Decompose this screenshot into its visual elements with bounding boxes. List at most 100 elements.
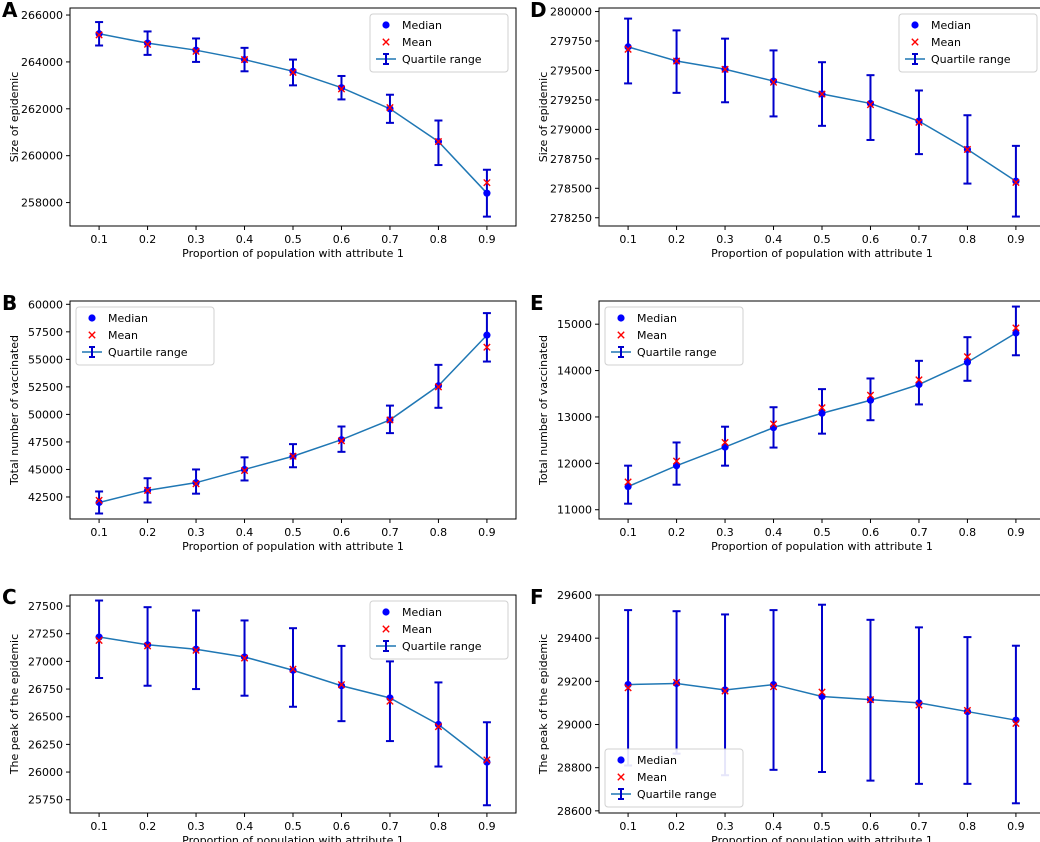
legend-mean-marker: [88, 331, 96, 339]
panel-letter: A: [2, 0, 18, 22]
legend-mean-label: Mean: [931, 36, 961, 49]
y-tick-label: 29600: [557, 589, 592, 602]
median-point: [337, 682, 346, 690]
mean-point: [769, 78, 778, 86]
legend-median-marker: [88, 314, 96, 322]
mean-point: [818, 403, 826, 412]
y-tick-label: 27500: [28, 600, 63, 613]
x-tick-label: 0.7: [910, 233, 928, 246]
median-point: [289, 67, 297, 75]
x-tick-label: 0.7: [910, 820, 928, 833]
x-tick-label: 0.6: [862, 820, 880, 833]
legend-quartile-label: Quartile range: [637, 346, 717, 359]
legend-mean-label: Mean: [637, 329, 667, 342]
y-tick-label: 260000: [21, 150, 63, 163]
x-tick-label: 0.8: [430, 233, 448, 246]
x-tick-label: 0.3: [716, 820, 734, 833]
median-point: [192, 645, 200, 653]
x-tick-label: 0.2: [668, 233, 686, 246]
mean-point: [95, 496, 103, 504]
legend-median-marker: [617, 314, 625, 322]
legend-quartile-label: Quartile range: [402, 53, 482, 66]
x-tick-label: 0.8: [959, 820, 977, 833]
x-tick-label: 0.5: [284, 526, 302, 539]
x-tick-label: 0.9: [1007, 820, 1025, 833]
x-tick-label: 0.3: [187, 526, 205, 539]
y-tick-label: 45000: [28, 463, 63, 476]
x-tick-label: 0.5: [284, 820, 302, 833]
y-tick-label: 25750: [28, 794, 63, 807]
legend-median-label: Median: [637, 754, 677, 767]
median-point: [143, 641, 152, 649]
x-tick-label: 0.3: [187, 820, 205, 833]
legend: Median Mean Quartile range: [604, 748, 744, 808]
legend: Median Mean Quartile range: [898, 13, 1038, 73]
y-tick-label: 57500: [28, 326, 63, 339]
mean-point: [337, 680, 346, 689]
y-tick-label: 52500: [28, 381, 63, 394]
median-point: [1012, 329, 1020, 337]
panel-f: F 0.1 0.2 0.3 0.4 0.5 0.6 0.7 0.8 0.9 Proportion o…: [530, 585, 1040, 842]
x-axis-label: Proportion of population with attribute …: [182, 247, 404, 260]
median-point: [95, 30, 103, 38]
panel-letter: E: [530, 291, 544, 315]
mean-point: [483, 178, 491, 187]
x-tick-label: 0.2: [668, 526, 686, 539]
y-tick-label: 29000: [557, 719, 592, 732]
mean-point: [386, 103, 394, 112]
x-axis-label: Proportion of population with attribute …: [711, 540, 933, 553]
x-tick-label: 0.2: [139, 526, 157, 539]
y-tick-label: 27250: [28, 628, 63, 641]
mean-point: [95, 31, 103, 39]
x-tick-label: 0.9: [478, 233, 496, 246]
x-tick-label: 0.2: [139, 233, 157, 246]
mean-point: [434, 383, 443, 391]
mean-point: [1012, 324, 1020, 332]
legend-quartile-label: Quartile range: [402, 640, 482, 653]
legend: Median Mean Quartile range: [604, 306, 744, 366]
legend-mean-marker: [617, 773, 625, 781]
median-point: [240, 465, 249, 474]
legend-box: [604, 306, 744, 366]
x-tick-label: 0.1: [90, 233, 108, 246]
mean-point: [483, 343, 491, 351]
median-point: [915, 699, 923, 707]
legend-box: [369, 13, 509, 73]
panel-d: D 0.1 0.2 0.3 0.4 0.5 0.6 0.7 0.8 0.9 Proportion o…: [530, 0, 1040, 260]
mean-point: [289, 68, 297, 77]
legend-median-label: Median: [402, 19, 442, 32]
panel-c: C 0.1 0.2 0.3 0.4 0.5 0.6 0.7 0.8 0.9 Proportion o…: [2, 585, 517, 842]
mean-point: [915, 701, 923, 709]
mean-point: [818, 688, 826, 696]
legend-mean-label: Mean: [402, 36, 432, 49]
y-axis-label: Size of epidemic: [537, 72, 550, 163]
x-tick-label: 0.5: [813, 526, 831, 539]
legend-mean-marker: [911, 38, 919, 46]
y-tick-label: 28600: [557, 805, 592, 818]
y-tick-label: 27000: [28, 655, 63, 668]
panel-b: B 0.1 0.2 0.3 0.4 0.5 0.6 0.7 0.8 0.9 Proportion o…: [2, 291, 517, 553]
mean-point: [721, 687, 729, 695]
median-point: [289, 666, 297, 674]
y-tick-label: 29400: [557, 632, 592, 645]
x-tick-label: 0.6: [333, 820, 351, 833]
y-tick-label: 55000: [28, 353, 63, 366]
mean-point: [721, 65, 729, 73]
x-tick-label: 0.6: [333, 233, 351, 246]
legend-mean-label: Mean: [108, 329, 138, 342]
x-tick-label: 0.8: [959, 233, 977, 246]
y-tick-label: 264000: [21, 56, 63, 69]
median-point: [434, 720, 443, 729]
x-tick-label: 0.2: [139, 820, 157, 833]
y-tick-label: 11000: [557, 504, 592, 517]
y-tick-label: 280000: [550, 6, 592, 19]
mean-point: [95, 636, 103, 645]
median-point: [483, 189, 491, 197]
panel-letter: D: [530, 0, 547, 22]
median-point: [866, 396, 875, 404]
median-point: [337, 84, 346, 92]
mean-point: [672, 457, 681, 465]
mean-point: [289, 452, 297, 460]
x-tick-label: 0.1: [619, 233, 637, 246]
